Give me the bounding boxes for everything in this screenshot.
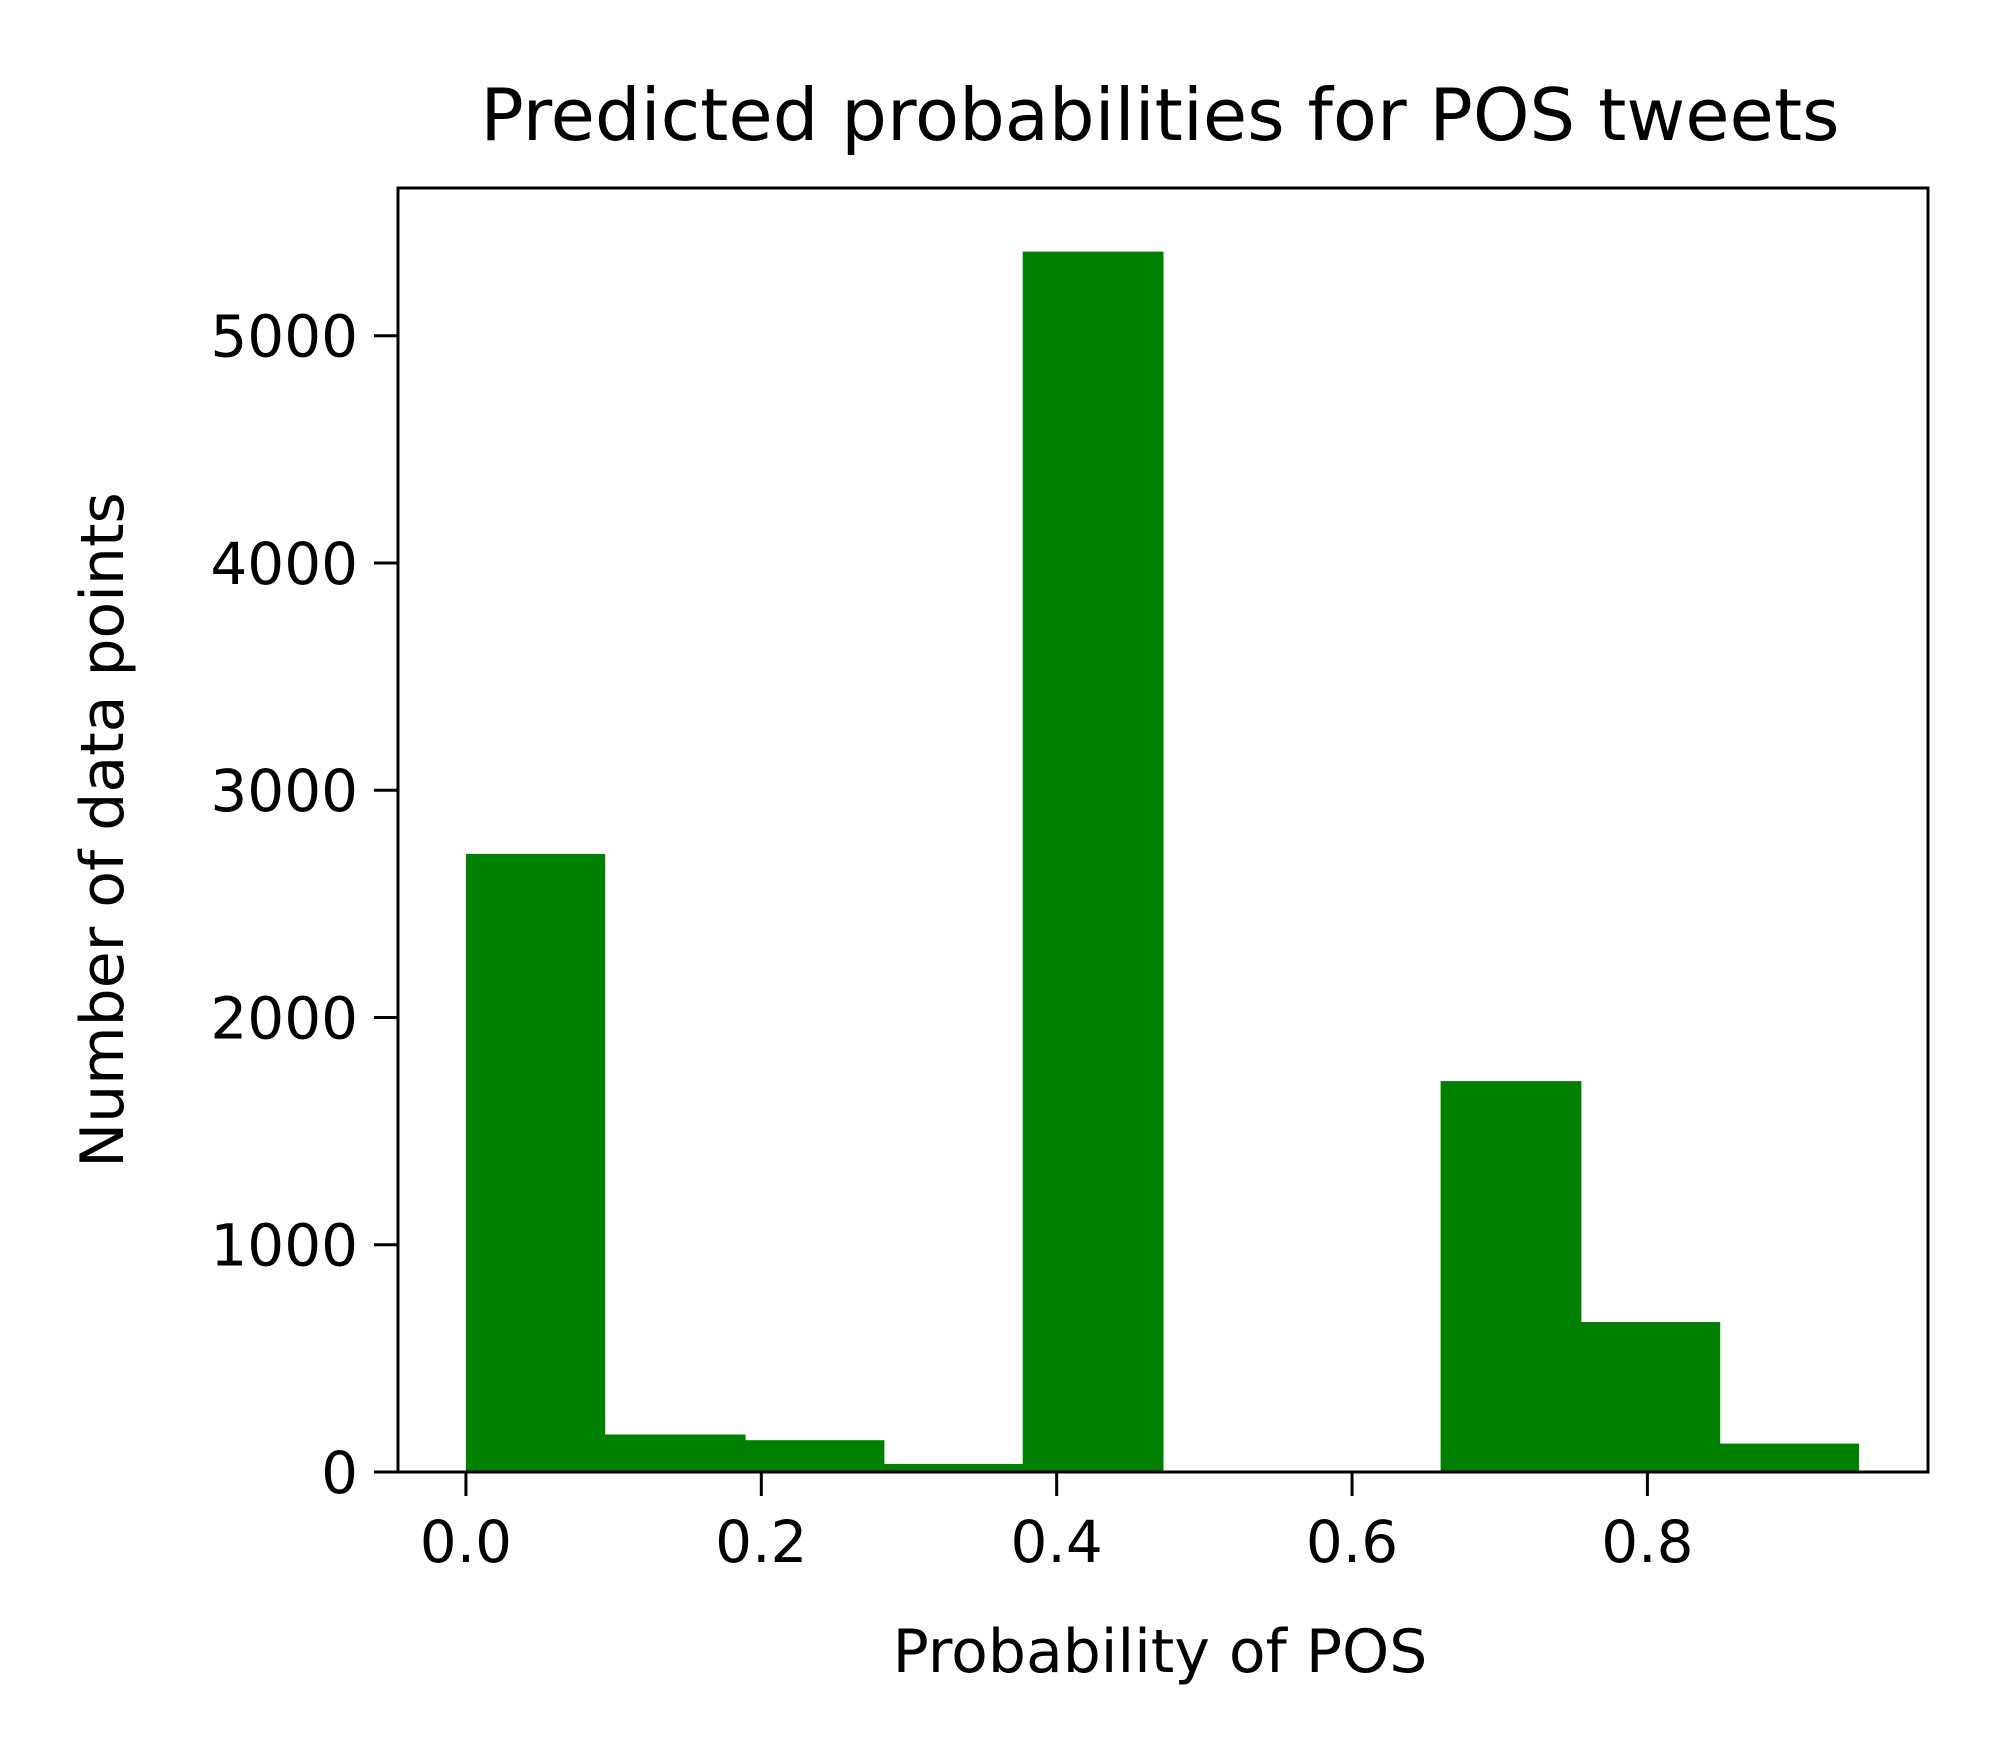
x-tick-label: 0.6 bbox=[1306, 1508, 1398, 1576]
y-tick-label: 3000 bbox=[210, 757, 358, 825]
y-tick-label: 1000 bbox=[210, 1212, 358, 1280]
histogram-bar-1 bbox=[604, 1434, 746, 1472]
y-tick-label: 0 bbox=[321, 1439, 358, 1507]
histogram-bar-0 bbox=[465, 853, 606, 1472]
x-tick-label: 0.8 bbox=[1601, 1508, 1693, 1576]
bars-group bbox=[465, 251, 1860, 1473]
y-tick-label: 2000 bbox=[210, 984, 358, 1052]
histogram-bar-3 bbox=[883, 1464, 1024, 1472]
histogram-bar-4 bbox=[1022, 251, 1164, 1473]
chart-title: Predicted probabilities for POS tweets bbox=[480, 73, 1839, 157]
plot-frame bbox=[396, 186, 1930, 1474]
x-tick-label: 0.4 bbox=[1011, 1508, 1103, 1576]
y-tick-label: 5000 bbox=[210, 303, 358, 371]
y-tick-label: 4000 bbox=[210, 530, 358, 598]
x-tick-label: 0.0 bbox=[420, 1508, 512, 1576]
histogram-bar-8 bbox=[1580, 1322, 1721, 1472]
histogram-bar-2 bbox=[745, 1440, 885, 1472]
histogram-bar-7 bbox=[1440, 1081, 1582, 1472]
y-axis-ticks: 0 1000 2000 3000 4000 5000 bbox=[210, 303, 398, 1507]
x-tick-label: 0.2 bbox=[715, 1508, 807, 1576]
x-axis-ticks: 0.0 0.2 0.4 0.6 0.8 bbox=[420, 1472, 1694, 1576]
y-axis-label: Number of data points bbox=[68, 492, 138, 1168]
histogram-bar-9 bbox=[1719, 1443, 1860, 1472]
x-axis-label: Probability of POS bbox=[893, 1617, 1428, 1687]
